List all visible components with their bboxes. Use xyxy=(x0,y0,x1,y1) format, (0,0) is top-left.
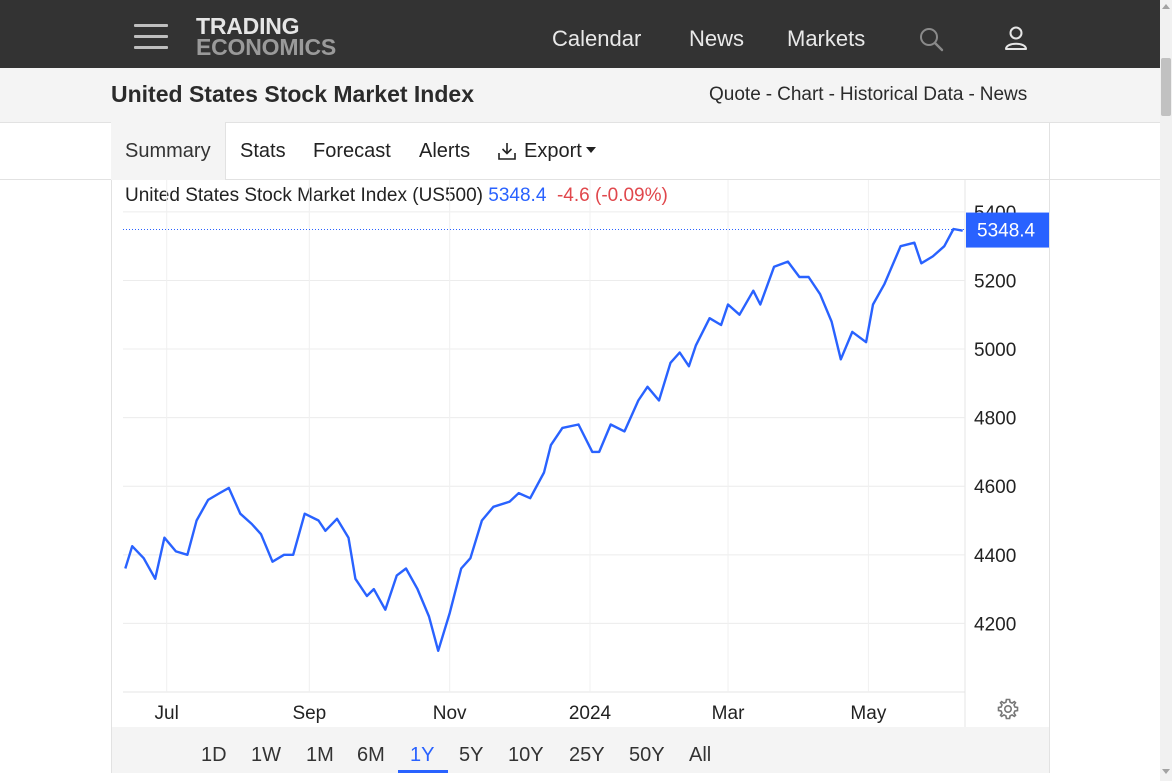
chevron-down-icon xyxy=(585,146,596,153)
search-icon[interactable] xyxy=(918,26,944,52)
top-nav-bar xyxy=(0,0,1160,68)
tab-forecast[interactable]: Forecast xyxy=(313,140,391,162)
logo-line-2: ECONOMICS xyxy=(196,34,337,60)
download-icon[interactable] xyxy=(497,141,517,161)
range-button-10y[interactable]: 10Y xyxy=(508,744,544,766)
time-range-bar xyxy=(112,727,1049,773)
breadcrumb-separator: - xyxy=(828,84,835,105)
nav-link-markets[interactable]: Markets xyxy=(787,26,866,51)
x-tick-label: Nov xyxy=(433,703,467,724)
x-tick-label: Sep xyxy=(292,703,326,724)
legend-instrument-name: United States Stock Market Index (US500) xyxy=(125,185,483,206)
gear-icon[interactable] xyxy=(996,697,1020,721)
breadcrumb-separator: - xyxy=(765,84,773,105)
series-line-us500 xyxy=(124,227,963,652)
chart-legend: United States Stock Market Index (US500)… xyxy=(125,185,668,207)
active-range-indicator xyxy=(398,770,448,773)
x-tick-label: May xyxy=(850,703,886,724)
logo-line-1: TRADING xyxy=(196,13,300,39)
range-button-50y[interactable]: 50Y xyxy=(629,744,665,766)
breadcrumb-news[interactable]: News xyxy=(979,84,1028,105)
range-button-1d[interactable]: 1D xyxy=(201,744,227,766)
page-scrollbar[interactable] xyxy=(1160,0,1172,781)
range-button-25y[interactable]: 25Y xyxy=(569,744,605,766)
breadcrumb-separator: - xyxy=(968,84,975,105)
y-tick-label: 4400 xyxy=(974,546,1016,567)
scroll-down-arrow-icon[interactable] xyxy=(1162,769,1170,774)
breadcrumb: Quote - Chart - Historical Data - News xyxy=(709,84,1027,106)
user-icon[interactable] xyxy=(1002,24,1030,52)
y-tick-label: 5200 xyxy=(974,271,1016,292)
range-button-1m[interactable]: 1M xyxy=(306,744,334,766)
trading-economics-logo[interactable]: TRADING ECONOMICS xyxy=(196,13,337,60)
scroll-up-arrow-icon[interactable] xyxy=(1162,4,1170,9)
page-title: United States Stock Market Index xyxy=(111,81,474,107)
x-tick-label: Mar xyxy=(712,703,745,724)
tab-summary-background xyxy=(111,122,226,180)
y-tick-label: 4800 xyxy=(974,409,1016,430)
hamburger-menu-icon[interactable] xyxy=(134,24,168,50)
tab-summary[interactable]: Summary xyxy=(125,140,211,162)
range-button-5y[interactable]: 5Y xyxy=(459,744,484,766)
range-button-all[interactable]: All xyxy=(689,744,712,766)
legend-change: -4.6 (-0.09%) xyxy=(556,185,668,206)
y-tick-label: 4200 xyxy=(974,614,1016,635)
export-label: Export xyxy=(524,140,582,162)
range-button-6m[interactable]: 6M xyxy=(357,744,385,766)
export-dropdown[interactable]: Export xyxy=(524,140,596,163)
range-button-1w[interactable]: 1W xyxy=(251,744,281,766)
tab-alerts[interactable]: Alerts xyxy=(419,140,471,162)
breadcrumb-historical-data[interactable]: Historical Data xyxy=(839,84,964,105)
page-header: United States Stock Market Index Quote - C… xyxy=(0,68,1160,123)
legend-price: 5348.4 xyxy=(488,185,547,206)
y-tick-label: 5000 xyxy=(974,340,1016,361)
nav-link-news[interactable]: News xyxy=(689,26,745,51)
scrollbar-thumb[interactable] xyxy=(1161,58,1171,116)
y-tick-label: 4600 xyxy=(974,477,1016,498)
tab-row-divider xyxy=(0,179,1160,180)
tab-stats[interactable]: Stats xyxy=(240,140,286,162)
last-price-label: 5348.4 xyxy=(977,221,1036,242)
breadcrumb-chart[interactable]: Chart xyxy=(777,84,824,105)
x-tick-label: 2024 xyxy=(569,703,612,724)
last-price-badge xyxy=(966,212,1049,248)
nav-link-calendar[interactable]: Calendar xyxy=(552,26,642,51)
x-tick-label: Jul xyxy=(155,703,179,724)
range-button-1y[interactable]: 1Y xyxy=(410,744,435,766)
breadcrumb-quote[interactable]: Quote xyxy=(709,84,761,105)
